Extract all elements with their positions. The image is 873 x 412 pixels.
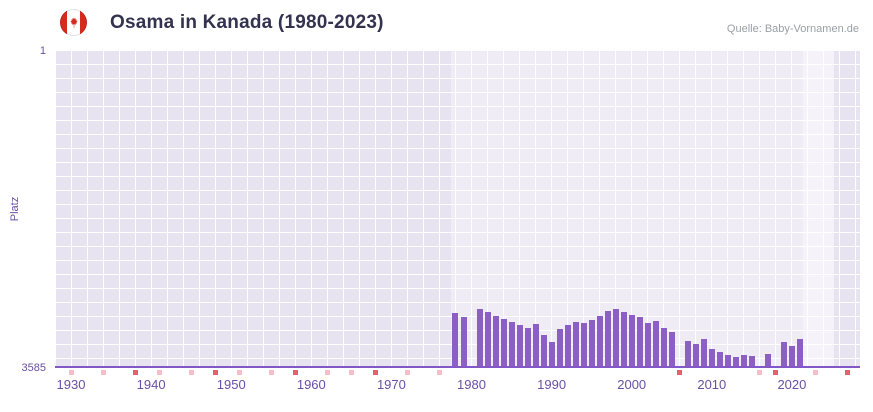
rank-bar[interactable] [620,311,627,368]
x-axis-tick-label: 2020 [777,377,807,392]
rank-bar[interactable] [636,316,643,368]
no-data-mark [132,370,138,375]
x-axis-line [55,366,860,368]
no-data-mark [436,370,442,375]
no-data-mark [268,370,274,375]
rank-bar[interactable] [780,341,787,368]
no-data-mark [100,370,106,375]
rank-bar[interactable] [500,318,507,368]
x-axis-tick-label: 1930 [56,377,86,392]
rank-bar[interactable] [596,315,603,368]
rank-bar[interactable] [508,321,515,368]
no-data-mark [372,370,378,375]
rank-bar[interactable] [708,348,715,368]
no-data-mark [324,370,330,375]
no-data-mark [404,370,410,375]
rank-bar[interactable] [556,328,563,368]
rank-bar[interactable] [796,338,803,368]
rank-bar[interactable] [548,341,555,368]
no-data-mark [677,370,683,375]
rank-bar[interactable] [716,352,723,368]
rank-bar[interactable] [692,344,699,368]
source-credit: Quelle: Baby-Vornamen.de [726,23,859,35]
no-data-mark [348,370,354,375]
chart-header: Osama in Kanada (1980-2023) [60,9,384,36]
rank-bar[interactable] [668,331,675,368]
no-data-mark [292,370,298,375]
rank-bar[interactable] [612,309,619,368]
rank-bar[interactable] [492,315,499,368]
rank-bar[interactable] [740,355,747,368]
no-data-mark [212,370,218,375]
rank-bar[interactable] [516,324,523,368]
rank-bar[interactable] [564,324,571,368]
x-axis-tick-label: 2010 [697,377,727,392]
no-data-mark [757,370,763,375]
no-data-mark [156,370,162,375]
rank-bar[interactable] [524,327,531,368]
y-axis-max-label: 1 [39,45,46,57]
x-axis-tick-label: 1940 [136,377,166,392]
rank-bar[interactable] [580,322,587,368]
chart-title: Osama in Kanada (1980-2023) [110,11,384,33]
rank-bar[interactable] [452,313,459,368]
rank-bar[interactable] [572,321,579,368]
rank-bar[interactable] [660,327,667,368]
x-axis-tick-label: 1970 [376,377,406,392]
y-axis-title: Platz [9,196,21,222]
no-data-mark [68,370,74,375]
rank-bar[interactable] [732,356,739,368]
x-axis-tick-label: 1950 [216,377,246,392]
rank-bar[interactable] [764,353,771,368]
rank-bar[interactable] [748,356,755,368]
x-axis-tick-label: 1980 [457,377,486,392]
rank-bar[interactable] [604,310,611,368]
rank-bar[interactable] [700,338,707,368]
rank-bar[interactable] [788,345,795,368]
x-axis-tick-label: 2000 [617,377,647,392]
no-data-mark [773,370,779,375]
rank-bar[interactable] [588,319,595,368]
no-data-mark [188,370,194,375]
rank-bar[interactable] [628,314,635,368]
rank-bar[interactable] [684,340,691,368]
x-axis-labels: 1930 1940 1950 1960 1970 1980 1990 2000 2010 2020 [0,377,873,397]
canada-flag-icon [60,9,87,36]
no-data-mark [845,370,851,375]
no-data-mark [236,370,242,375]
rank-bar[interactable] [484,311,491,368]
x-axis-tick-label: 1960 [296,377,326,392]
no-data-mark [813,370,819,375]
rank-bar[interactable] [532,323,539,368]
rank-bar[interactable] [476,308,483,368]
rank-bar[interactable] [724,355,731,368]
rank-bar[interactable] [644,322,651,368]
rank-bar[interactable] [540,334,547,368]
y-axis-min-label: 3585 [21,362,46,374]
rank-bar[interactable] [652,320,659,368]
x-axis-tick-label: 1990 [537,377,567,392]
plot-area [55,50,860,375]
rank-bar[interactable] [460,316,467,368]
